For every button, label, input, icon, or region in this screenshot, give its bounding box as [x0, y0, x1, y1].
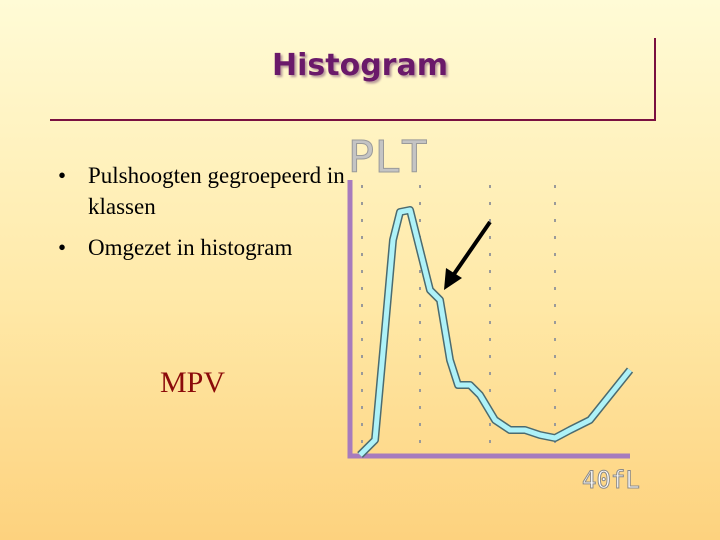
axis-label: 40fL: [582, 466, 640, 494]
bullet: Omgezet in histogram: [55, 232, 355, 263]
axes: [347, 180, 630, 459]
histogram-figure: [361, 185, 556, 450]
figure-label: PLT: [348, 132, 427, 183]
curve: [358, 207, 632, 457]
bullet: Pulshoogten gegroepeerd in klassen: [55, 160, 355, 222]
bullet-list: Pulshoogten gegroepeerd in klassen Omgez…: [55, 160, 355, 273]
annotation: MPV: [160, 366, 226, 399]
arrow-head: [444, 268, 462, 290]
slide-title: Histogram: [272, 48, 448, 83]
arrow-shaft: [450, 220, 492, 279]
